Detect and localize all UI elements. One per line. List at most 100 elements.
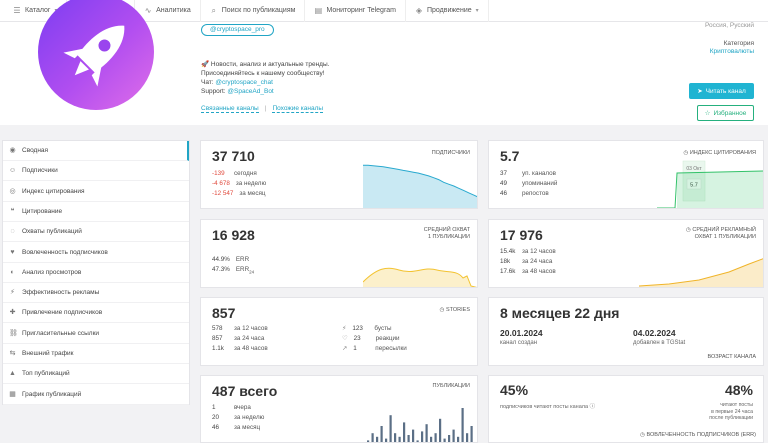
clock-icon: ◷ bbox=[683, 150, 690, 156]
sidebar-item-summary[interactable]: ◉ Сводная bbox=[3, 141, 189, 161]
err24-row: 47.3% ERR24 bbox=[212, 266, 254, 274]
users-icon: ☺ bbox=[9, 167, 17, 175]
star-icon: ☆ bbox=[704, 110, 711, 117]
stat-row: 1 вчера bbox=[212, 404, 251, 411]
created-label: канал создан bbox=[500, 340, 538, 346]
sidebar-item-schedule[interactable]: ▦ График публикаций bbox=[3, 385, 189, 405]
citation-tag-label: ИНДЕКС ЦИТИРОВАНИЯ bbox=[689, 150, 756, 156]
err24-value: 47.3% bbox=[212, 266, 230, 273]
rocket-icon bbox=[63, 25, 125, 87]
sidebar-item-ad[interactable]: ⚡ Эффективность рекламы bbox=[3, 283, 189, 304]
monitor-icon: ▤ bbox=[314, 5, 323, 15]
involvement-left-value: 45% bbox=[500, 382, 529, 398]
ad-reach-chart bbox=[639, 258, 763, 287]
stat-value: 1 bbox=[212, 404, 216, 411]
stories-card[interactable]: 857 ◷ STORIES 578 за 12 часов 857 за 24 час… bbox=[200, 297, 478, 366]
read-channel-label: Читать канал bbox=[705, 87, 746, 95]
sidebar-item-views[interactable]: ◐ Анализ просмотров bbox=[3, 263, 189, 283]
citation-value: 5.7 bbox=[500, 148, 520, 164]
engagement-icon: ♥ bbox=[10, 248, 15, 256]
summary-icon: ◉ bbox=[9, 147, 16, 154]
sidebar-item-label: Охваты публикаций bbox=[22, 228, 82, 236]
boost-icon: ⚡ bbox=[342, 325, 347, 332]
added-date: 04.02.2024 bbox=[633, 328, 676, 338]
nav-label: Продвижение bbox=[427, 7, 472, 14]
sidebar-item-invite[interactable]: ⛓ Пригласительные ссылки bbox=[3, 324, 189, 344]
sidebar-item-attract[interactable]: ✚ Привлечение подписчиков bbox=[3, 303, 189, 324]
stat-value: -4 678 bbox=[212, 180, 230, 187]
posts-bar bbox=[430, 436, 433, 442]
stat-label: за неделю bbox=[235, 180, 267, 187]
citation-card[interactable]: 5.7 ◷ ИНДЕКС ЦИТИРОВАНИЯ 03 Окт 5.7 37 уп… bbox=[488, 140, 764, 209]
sidebar-item-label: Привлечение подписчиков bbox=[22, 309, 103, 317]
reach-icon: ◌ bbox=[10, 228, 15, 236]
sidebar-item-users[interactable]: ☺ Подписчики bbox=[3, 161, 189, 182]
nav-label: Каталог bbox=[25, 7, 51, 14]
stat-value: 578 bbox=[212, 325, 223, 332]
similar-channels-link[interactable]: Похожие каналы bbox=[272, 105, 324, 113]
nav-item-analytics[interactable]: ∿ Аналитика bbox=[135, 0, 201, 22]
reach-card[interactable]: 16 928 СРЕДНИЙ ОХВАТ 1 ПУБЛИКАЦИИ 44.9% ER… bbox=[200, 219, 478, 288]
age-card[interactable]: 8 месяцев 22 дня 20.01.2024 канал создан… bbox=[488, 297, 764, 366]
read-channel-button[interactable]: ➤ Читать канал bbox=[689, 83, 754, 99]
posts-card[interactable]: 487 всего ПУБЛИКАЦИИ 1 вчера 20 за неделю 46… bbox=[200, 375, 478, 443]
citation-area bbox=[677, 171, 763, 208]
nav-item-search[interactable]: ⌕ Поиск по публикациям bbox=[201, 0, 306, 22]
citation-tooltip-value: 5.7 bbox=[690, 183, 698, 189]
sidebar-item-engagement[interactable]: ♥ Вовлеченность подписчиков bbox=[3, 243, 189, 263]
sidebar-item-citation-index[interactable]: ◎ Индекс цитирования bbox=[3, 182, 189, 202]
nav-label: Аналитика bbox=[156, 7, 191, 14]
nav-item-monitor[interactable]: ▤ Мониторинг Telegram bbox=[305, 0, 406, 22]
stat-row: 857 за 24 часа bbox=[212, 335, 264, 342]
schedule-icon: ▦ bbox=[9, 390, 16, 398]
desc-line-2: Присоединяйтесь к нашему сообществу! bbox=[201, 70, 325, 77]
sidebar-item-quote[interactable]: ❝ Цитирование bbox=[3, 202, 189, 222]
support-link[interactable]: @SpaceAd_Bot bbox=[227, 88, 274, 95]
stat-label: за 12 часов bbox=[522, 248, 556, 255]
sidebar-item-label: Пригласительные ссылки bbox=[22, 329, 100, 337]
catalog-icon: ☰ bbox=[13, 5, 21, 15]
ad-reach-tag-line-1: ◷ СРЕДНИЙ РЕКЛАМНЫЙ bbox=[686, 227, 756, 234]
involvement-card[interactable]: 45% подписчиков читают посты канала ⓘ 48… bbox=[488, 375, 764, 443]
subscribers-chart bbox=[363, 164, 477, 208]
subscribers-total: 37 710 bbox=[212, 148, 255, 164]
nav-label: Поиск по публикациям bbox=[221, 7, 296, 14]
sidebar-item-top[interactable]: ▲ Топ публикаций bbox=[3, 364, 189, 385]
involvement-right-value: 48% bbox=[724, 382, 753, 398]
channel-region: Россия, Русский bbox=[704, 22, 754, 29]
subscribers-card[interactable]: 37 710 ПОДПИСЧИКИ -139 сегодня -4 678 за не… bbox=[200, 140, 478, 209]
chat-label: Чат: bbox=[201, 79, 216, 86]
stat-label: вчера bbox=[234, 404, 251, 411]
stat-row: 37 уп. каналов bbox=[500, 170, 556, 177]
ad-reach-card[interactable]: 17 976 ◷ СРЕДНИЙ РЕКЛАМНЫЙ ОХВАТ 1 ПУБЛИК… bbox=[488, 219, 764, 288]
sidebar-item-label: Подписчики bbox=[22, 167, 58, 175]
stat-value: 15.4k bbox=[500, 248, 516, 255]
stat-label: пересылки bbox=[375, 345, 407, 352]
related-channels-link[interactable]: Связанные каналы bbox=[201, 105, 259, 113]
stat-value: -139 bbox=[212, 170, 225, 177]
stat-label: за 24 часа bbox=[234, 335, 265, 342]
err24-label: ERR24 bbox=[236, 266, 254, 274]
stat-label: за неделю bbox=[234, 414, 265, 421]
posts-bar bbox=[443, 438, 446, 442]
posts-bar bbox=[398, 436, 401, 442]
posts-value: 487 всего bbox=[212, 383, 278, 399]
category-link[interactable]: Криптовалюты bbox=[709, 48, 754, 55]
desc-line-1: 🚀 Новости, анализ и актуальные тренды. bbox=[201, 61, 330, 68]
stat-row: 18k за 24 часа bbox=[500, 258, 552, 265]
forward-icon: ↗ bbox=[342, 345, 348, 352]
stories-value: 857 bbox=[212, 305, 236, 321]
chat-link[interactable]: @cryptospace_chat bbox=[215, 79, 273, 86]
nav-item-promo[interactable]: ◈ Продвижение ▾ bbox=[406, 0, 489, 22]
posts-bar bbox=[425, 424, 428, 442]
ad-reach-tag: ◷ СРЕДНИЙ РЕКЛАМНЫЙ ОХВАТ 1 ПУБЛИКАЦИИ bbox=[686, 227, 756, 241]
favorite-button[interactable]: ☆ Избранное bbox=[697, 105, 754, 121]
sidebar-item-reach[interactable]: ◌ Охваты публикаций bbox=[3, 222, 189, 243]
stat-row: 20 за неделю bbox=[212, 414, 264, 421]
stat-row: 1.1k за 48 часов bbox=[212, 345, 268, 352]
sidebar-item-label: График публикаций bbox=[22, 390, 82, 398]
sidebar-item-label: Сводная bbox=[22, 147, 49, 154]
sidebar-item-traffic[interactable]: ⇆ Внешний трафик bbox=[3, 344, 189, 364]
posts-bar bbox=[434, 433, 437, 442]
channel-handle[interactable]: @cryptospace_pro bbox=[201, 24, 274, 36]
